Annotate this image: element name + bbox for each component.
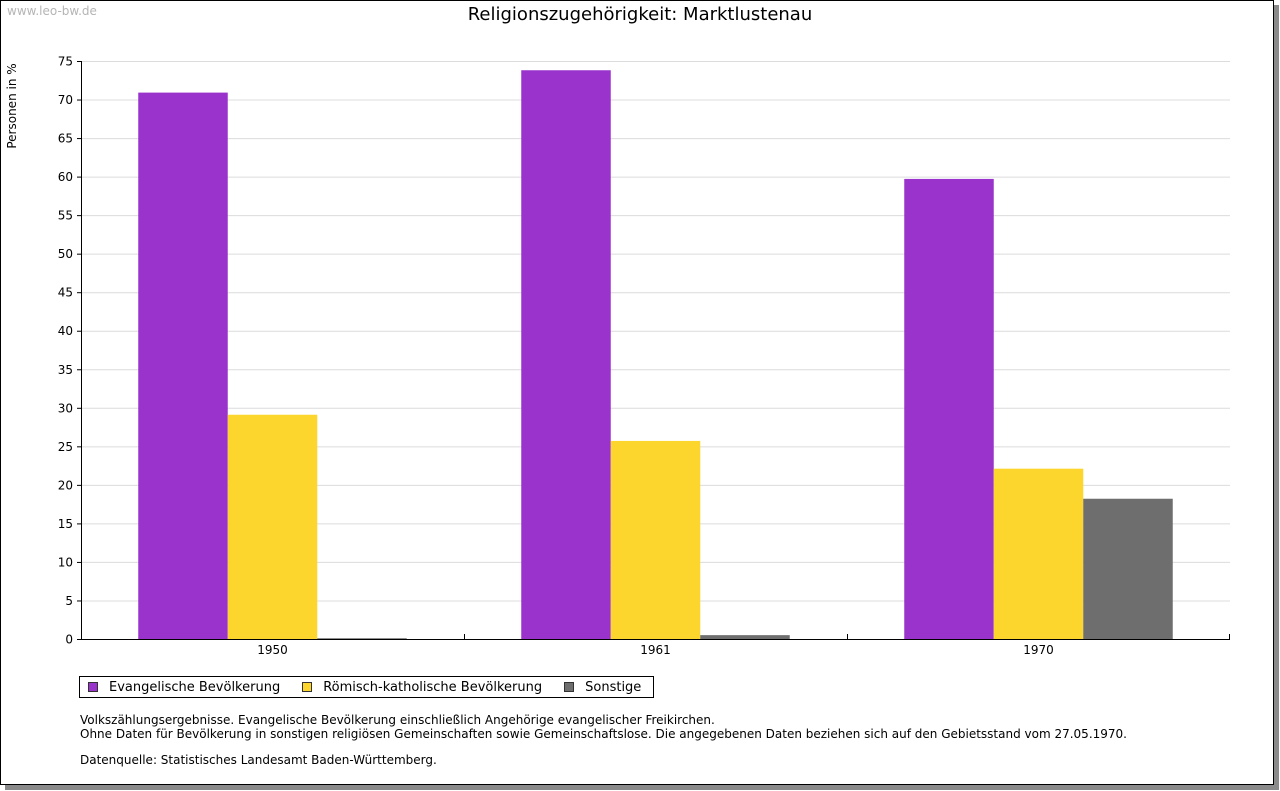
y-tick-label: 0 xyxy=(65,633,73,647)
y-tick-label: 50 xyxy=(58,247,73,261)
bar-r-misch-katholische-bev-lkerung-1970 xyxy=(993,468,1084,639)
legend-item-evangelisch: Evangelische Bevölkerung xyxy=(88,680,280,695)
bar-r-misch-katholische-bev-lkerung-1950 xyxy=(227,414,318,639)
y-tick-label: 55 xyxy=(58,209,73,223)
data-source: Datenquelle: Statistisches Landesamt Bad… xyxy=(80,753,437,767)
y-tick-label: 15 xyxy=(58,517,73,531)
watermark: www.leo-bw.de xyxy=(7,4,97,18)
legend-swatch xyxy=(302,682,313,692)
y-tick-label: 30 xyxy=(58,401,73,415)
y-tick-label: 75 xyxy=(58,55,73,69)
bar-sonstige-1961 xyxy=(700,635,790,639)
legend-label: Römisch-katholische Bevölkerung xyxy=(323,679,543,695)
bar-evangelische-bev-lkerung-1961 xyxy=(521,70,611,640)
x-tick-label: 1970 xyxy=(1023,643,1054,657)
bar-sonstige-1950 xyxy=(317,638,407,640)
y-tick-label: 5 xyxy=(65,594,73,608)
y-axis-label: Personen in % xyxy=(5,63,19,148)
note-line-2: Ohne Daten für Bevölkerung in sonstigen … xyxy=(80,727,1127,741)
y-tick-label: 65 xyxy=(58,132,73,146)
y-tick-label: 10 xyxy=(58,555,73,569)
y-tick-label: 45 xyxy=(58,286,73,300)
y-tick-label: 20 xyxy=(58,478,73,492)
legend-label: Evangelische Bevölkerung xyxy=(109,679,281,695)
bar-r-misch-katholische-bev-lkerung-1961 xyxy=(610,440,701,639)
y-tick-label: 60 xyxy=(58,170,73,184)
note-line-1: Volkszählungsergebnisse. Evangelische Be… xyxy=(80,713,715,727)
x-tick-label: 1961 xyxy=(640,643,671,657)
y-tick-label: 40 xyxy=(58,324,73,338)
y-tick-label: 25 xyxy=(58,440,73,454)
bar-evangelische-bev-lkerung-1950 xyxy=(138,92,228,639)
bar-sonstige-1970 xyxy=(1083,498,1173,639)
legend-swatch xyxy=(88,682,98,692)
y-tick-label: 70 xyxy=(58,93,73,107)
chart-notes: Volkszählungsergebnisse. Evangelische Be… xyxy=(80,713,1127,767)
bar-evangelische-bev-lkerung-1970 xyxy=(904,178,994,640)
legend-label: Sonstige xyxy=(585,679,642,695)
legend-item-katholisch: Römisch-katholische Bevölkerung xyxy=(302,680,542,695)
legend-item-sonstige: Sonstige xyxy=(564,680,641,695)
legend-swatch xyxy=(564,682,575,692)
y-tick-label: 35 xyxy=(58,363,73,377)
x-tick-label: 1950 xyxy=(257,643,288,657)
legend: Evangelische Bevölkerung Römisch-katholi… xyxy=(79,676,655,698)
chart-title: Religionszugehörigkeit: Marktlustenau xyxy=(467,4,813,25)
